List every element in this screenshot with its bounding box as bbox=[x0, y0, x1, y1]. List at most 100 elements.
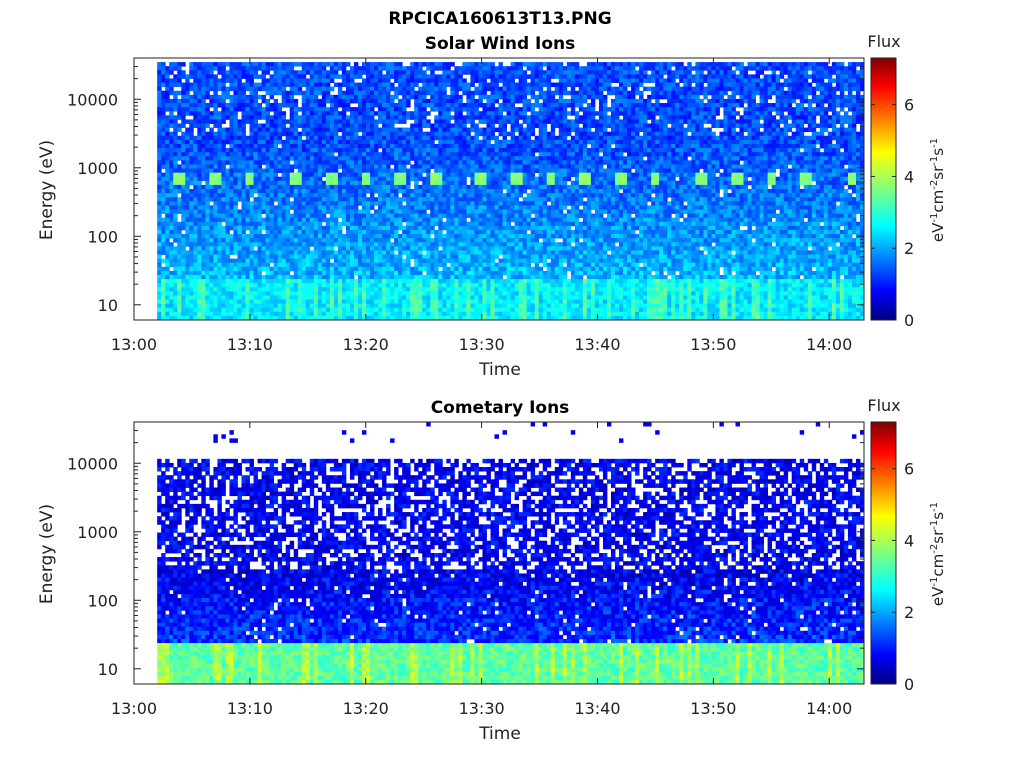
heatmap-cell bbox=[482, 303, 487, 309]
heatmap-cell bbox=[422, 98, 427, 104]
heatmap-cell bbox=[197, 176, 202, 182]
heatmap-cell bbox=[197, 143, 202, 149]
heatmap-cell bbox=[301, 127, 307, 133]
heatmap-cell bbox=[337, 74, 343, 79]
heatmap-cell bbox=[490, 143, 495, 149]
heatmap-cell bbox=[305, 94, 311, 100]
heatmap-cell bbox=[233, 258, 238, 264]
heatmap-cell bbox=[285, 176, 291, 182]
heatmap-cell bbox=[289, 70, 295, 75]
heatmap-cell bbox=[217, 295, 222, 300]
heatmap-cell bbox=[478, 209, 483, 214]
heatmap-cell bbox=[370, 115, 375, 120]
heatmap-cell bbox=[205, 225, 210, 231]
heatmap-cell bbox=[301, 172, 307, 178]
heatmap-cell bbox=[293, 107, 299, 112]
heatmap-cell bbox=[257, 213, 262, 219]
heatmap-cell bbox=[273, 135, 279, 141]
heatmap-cell bbox=[317, 238, 323, 243]
heatmap-cell bbox=[321, 160, 327, 165]
heatmap-cell bbox=[337, 201, 343, 206]
heatmap-cell bbox=[370, 148, 375, 153]
heatmap-cell bbox=[245, 180, 250, 186]
heatmap-cell bbox=[446, 270, 451, 276]
heatmap-cell bbox=[249, 242, 254, 247]
heatmap-cell bbox=[366, 229, 371, 235]
heatmap-cell bbox=[233, 86, 238, 92]
heatmap-cell bbox=[329, 86, 335, 92]
heatmap-cell bbox=[446, 307, 451, 313]
heatmap-cell bbox=[289, 131, 295, 137]
heatmap-cell bbox=[181, 86, 186, 92]
heatmap-cell bbox=[313, 119, 319, 124]
heatmap-cell bbox=[265, 274, 271, 280]
heatmap-cell bbox=[450, 197, 455, 202]
heatmap-cell bbox=[474, 193, 479, 198]
heatmap-cell bbox=[361, 94, 367, 100]
heatmap-cell bbox=[353, 262, 359, 268]
heatmap-cell bbox=[438, 115, 443, 120]
heatmap-cell bbox=[341, 123, 347, 128]
heatmap-cell bbox=[478, 148, 483, 153]
heatmap-cell bbox=[478, 143, 483, 149]
heatmap-cell bbox=[430, 213, 435, 219]
heatmap-cell bbox=[301, 115, 307, 120]
heatmap-cell bbox=[205, 193, 210, 198]
heatmap-cell bbox=[185, 258, 190, 264]
heatmap-cell bbox=[458, 254, 463, 259]
heatmap-cell bbox=[229, 201, 234, 206]
heatmap-cell bbox=[430, 270, 435, 276]
heatmap-cell bbox=[486, 250, 491, 255]
heatmap-cell bbox=[197, 189, 202, 194]
heatmap-cell bbox=[289, 156, 295, 161]
heatmap-cell bbox=[329, 279, 335, 284]
heatmap-cell bbox=[313, 148, 319, 153]
heatmap-cell bbox=[382, 221, 387, 227]
heatmap-cell bbox=[474, 127, 479, 133]
heatmap-cell bbox=[390, 189, 395, 194]
heatmap-cell bbox=[382, 279, 387, 284]
heatmap-cell bbox=[265, 172, 271, 178]
heatmap-cell bbox=[313, 193, 319, 198]
heatmap-cell bbox=[410, 205, 415, 210]
heatmap-cell bbox=[454, 254, 459, 259]
heatmap-cell bbox=[398, 242, 403, 247]
heatmap-cell bbox=[378, 103, 383, 108]
heatmap-cell bbox=[470, 148, 475, 153]
heatmap-cell bbox=[173, 180, 178, 186]
heatmap-cell bbox=[490, 135, 495, 141]
heatmap-cell bbox=[474, 189, 479, 194]
heatmap-cell bbox=[341, 254, 347, 259]
heatmap-cell bbox=[161, 74, 166, 79]
heatmap-cell bbox=[197, 250, 202, 255]
heatmap-cell bbox=[434, 295, 439, 300]
heatmap-cell bbox=[249, 225, 254, 231]
heatmap-cell bbox=[462, 238, 467, 243]
heatmap-cell bbox=[446, 156, 451, 161]
heatmap-cell bbox=[438, 176, 443, 182]
heatmap-cell bbox=[458, 213, 463, 219]
heatmap-cell bbox=[225, 90, 230, 96]
heatmap-cell bbox=[213, 78, 218, 83]
heatmap-cell bbox=[229, 135, 234, 141]
heatmap-cell bbox=[337, 127, 343, 133]
heatmap-cell bbox=[185, 94, 190, 100]
heatmap-cell bbox=[253, 250, 258, 255]
heatmap-cell bbox=[205, 234, 210, 239]
heatmap-cell bbox=[333, 229, 339, 235]
heatmap-cell bbox=[374, 66, 379, 71]
heatmap-cell bbox=[353, 90, 359, 96]
heatmap-cell bbox=[478, 66, 483, 71]
heatmap-cell bbox=[205, 315, 210, 321]
heatmap-cell bbox=[361, 119, 367, 124]
heatmap-cell bbox=[261, 303, 267, 309]
heatmap-cell bbox=[201, 107, 206, 112]
heatmap-cell bbox=[406, 221, 411, 227]
heatmap-cell bbox=[161, 225, 166, 231]
heatmap-cell bbox=[349, 209, 355, 214]
heatmap-cell bbox=[201, 119, 206, 124]
heatmap-cell bbox=[181, 266, 186, 272]
heatmap-cell bbox=[161, 90, 166, 96]
heatmap-cell bbox=[305, 119, 311, 124]
heatmap-cell bbox=[245, 78, 250, 83]
